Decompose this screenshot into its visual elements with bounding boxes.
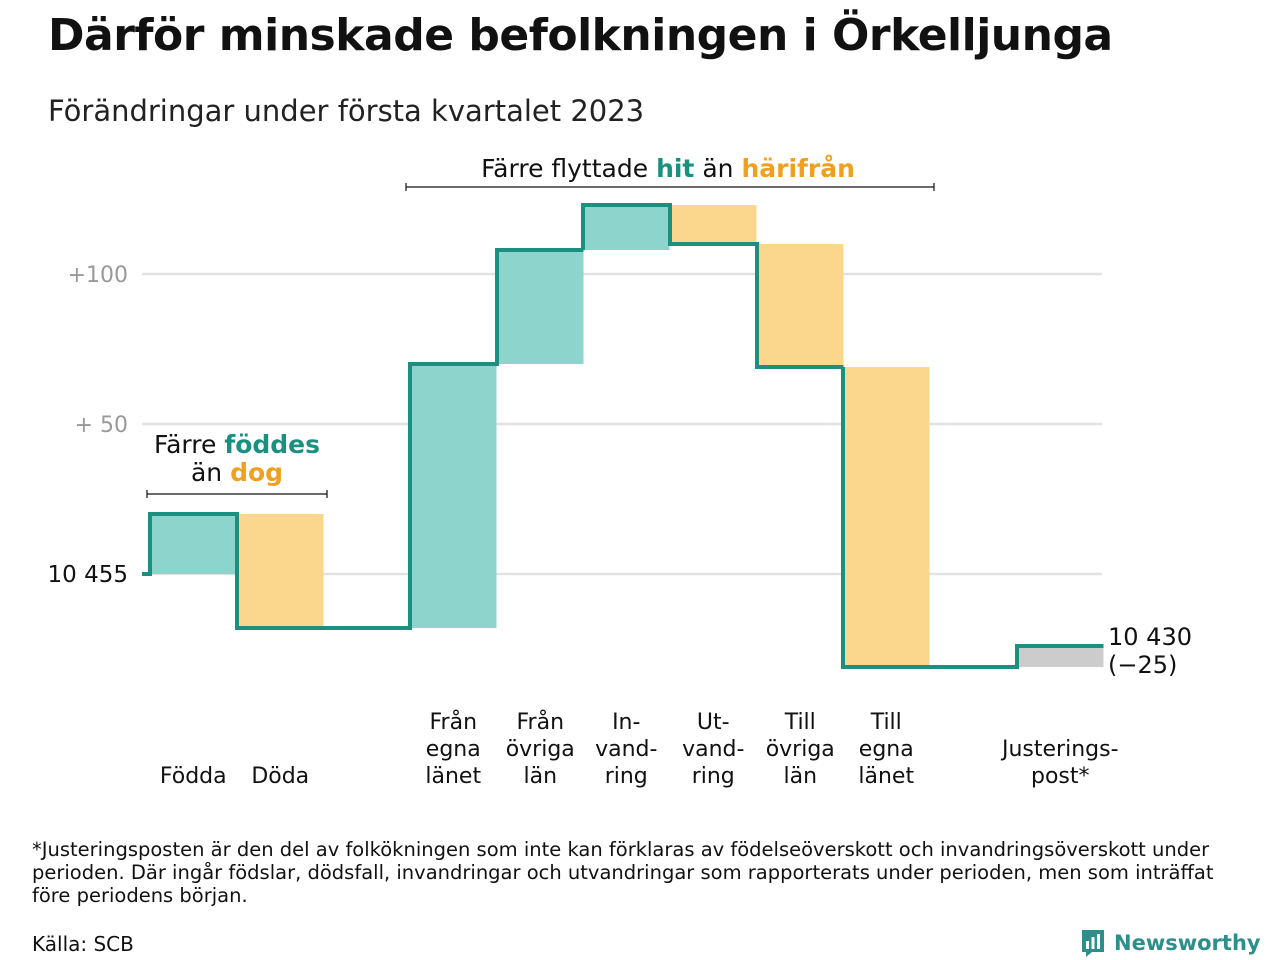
waterfall-bar xyxy=(670,205,757,244)
category-label-line: egna xyxy=(859,737,914,762)
footnote: *Justeringsposten är den del av folkökni… xyxy=(32,838,1214,907)
category-label-line: Från xyxy=(429,709,477,735)
waterfall-bar xyxy=(410,364,497,628)
waterfall-bar xyxy=(1017,646,1104,667)
category-label-line: vand- xyxy=(595,737,657,762)
bars-group xyxy=(150,205,1104,667)
category-label-line: Från xyxy=(516,709,564,735)
end-change-label: (−25) xyxy=(1108,651,1177,679)
category-label: Ut-vand-ring xyxy=(682,710,744,789)
y-tick-label: + 50 xyxy=(75,413,128,438)
category-label-line: vand- xyxy=(682,737,744,762)
newsworthy-logo: Newsworthy xyxy=(1080,928,1261,958)
births-annotation-line1: Färre föddes xyxy=(154,430,320,459)
category-label-line: län xyxy=(783,764,817,789)
category-label-line: In- xyxy=(612,710,640,735)
waterfall-bar xyxy=(843,367,930,667)
category-label-line: Döda xyxy=(251,764,309,789)
y-tick-label: +100 xyxy=(68,263,128,288)
start-value-label: 10 455 xyxy=(48,562,128,588)
category-label-line: övriga xyxy=(506,737,575,762)
source-note: Källa: SCB xyxy=(32,932,134,956)
waterfall-bar xyxy=(583,205,670,250)
category-label: Döda xyxy=(251,764,309,789)
category-label-line: post* xyxy=(1031,764,1090,789)
category-label-line: Justerings- xyxy=(1000,737,1119,762)
end-value-label: 10 430 xyxy=(1108,623,1192,651)
waterfall-bar xyxy=(237,514,324,628)
waterfall-bar xyxy=(497,250,584,364)
waterfall-bar xyxy=(150,514,237,574)
migration-annotation: Färre flyttade hit än härifrån xyxy=(481,154,855,183)
category-label: In-vand-ring xyxy=(595,710,657,789)
chart-title: Därför minskade befolkningen i Örkelljun… xyxy=(48,10,1113,61)
category-label-line: egna xyxy=(426,737,481,762)
category-label: Justerings-post* xyxy=(1000,737,1119,789)
category-label-line: länet xyxy=(858,764,914,789)
population-step-line xyxy=(142,203,1104,669)
births-annotation-line2: än dog xyxy=(191,458,283,487)
brand-name: Newsworthy xyxy=(1114,931,1261,955)
category-label-line: Till xyxy=(784,710,816,735)
newsworthy-logo-icon xyxy=(1082,930,1104,957)
waterfall-bar xyxy=(757,244,844,367)
births-bracket xyxy=(146,490,328,498)
category-label-line: län xyxy=(523,764,557,789)
category-label-line: Till xyxy=(870,710,902,735)
migration-bracket xyxy=(405,183,935,191)
category-label-line: länet xyxy=(425,764,481,789)
category-label-line: Ut- xyxy=(697,710,730,735)
category-label-line: ring xyxy=(605,764,648,789)
category-label-line: Födda xyxy=(160,764,227,789)
chart-subtitle: Förändringar under första kvartalet 2023 xyxy=(48,94,645,128)
category-label-line: övriga xyxy=(766,737,835,762)
category-label-line: ring xyxy=(692,764,735,789)
category-label: Födda xyxy=(160,764,227,789)
